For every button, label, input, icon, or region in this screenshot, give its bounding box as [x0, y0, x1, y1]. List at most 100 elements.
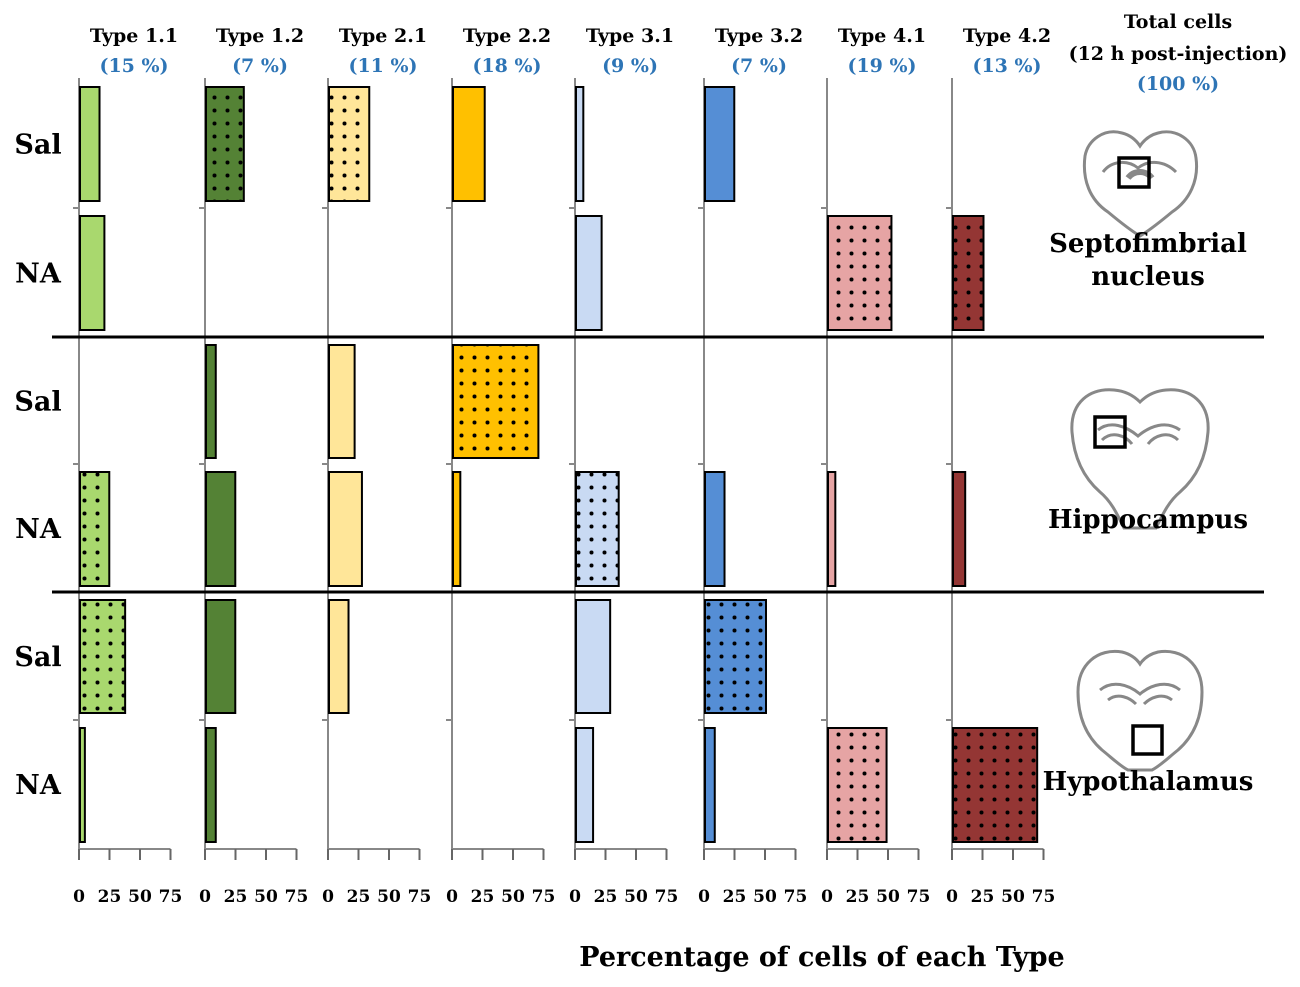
bar: [79, 215, 106, 331]
x-tick-label: 25: [347, 887, 371, 907]
x-tick-label: 75: [159, 887, 183, 907]
type-percent-3: (11 %): [348, 55, 417, 77]
row-label: NA: [15, 514, 62, 545]
bar: [79, 599, 127, 714]
x-tick-label: 25: [471, 887, 495, 907]
x-tick-label: 75: [784, 887, 808, 907]
bar: [328, 471, 363, 587]
x-tick-label: 0: [73, 887, 85, 907]
bar: [205, 599, 237, 714]
x-tick-label: 0: [569, 887, 581, 907]
total-cells-subtitle: (12 h post-injection): [1069, 43, 1288, 65]
bar: [827, 471, 837, 587]
x-tick-label: 0: [322, 887, 334, 907]
bar: [205, 344, 217, 459]
bar: [575, 599, 612, 714]
x-tick-label: 0: [199, 887, 211, 907]
row-label: Sal: [14, 130, 61, 161]
type-percent-8: (13 %): [972, 55, 1041, 77]
row-label: NA: [15, 259, 62, 290]
type-percent-7: (19 %): [847, 55, 916, 77]
x-tick-label: 0: [698, 887, 710, 907]
type-percent-5: (9 %): [602, 55, 658, 77]
bar: [328, 599, 350, 714]
type-title-2: Type 1.2: [216, 25, 304, 47]
bar: [79, 86, 101, 202]
type-title-1: Type 1.1: [90, 25, 178, 47]
region-label: Hypothalamus: [1043, 767, 1254, 797]
x-tick-label: 50: [753, 887, 777, 907]
bar: [452, 471, 462, 587]
bar: [205, 86, 245, 202]
x-tick-label: 50: [876, 887, 900, 907]
bar: [205, 471, 237, 587]
type-percent-2: (7 %): [232, 55, 288, 77]
type-title-7: Type 4.1: [838, 25, 926, 47]
x-tick-label: 50: [624, 887, 648, 907]
x-tick-label: 50: [128, 887, 152, 907]
bar: [79, 727, 86, 843]
x-tick-label: 25: [98, 887, 122, 907]
bar: [328, 344, 356, 459]
total-cells-percent: (100 %): [1137, 73, 1219, 95]
x-tick-label: 25: [224, 887, 248, 907]
x-tick-label: 25: [846, 887, 870, 907]
bars-layer: [79, 86, 1039, 843]
x-tick-label: 75: [285, 887, 309, 907]
text-layer: Type 1.1 (15 %) Type 1.2 (7 %) Type 2.1 (11 %…: [14, 11, 1287, 973]
bar: [827, 215, 893, 331]
brain-septofimbrial-icon: [1082, 130, 1199, 238]
bar: [575, 471, 620, 587]
bar: [704, 727, 716, 843]
bar: [952, 215, 985, 331]
row-label: NA: [15, 770, 62, 801]
bar: [704, 599, 767, 714]
bar: [452, 344, 540, 459]
x-tick-label: 25: [971, 887, 995, 907]
axes-layer: [52, 78, 1264, 860]
x-tick-label: 25: [594, 887, 618, 907]
region-label: nucleus: [1091, 262, 1205, 292]
bar: [952, 727, 1039, 843]
x-tick-label: 75: [408, 887, 432, 907]
bar: [575, 215, 603, 331]
x-tick-label: 50: [377, 887, 401, 907]
type-title-5: Type 3.1: [586, 25, 674, 47]
bar: [328, 86, 371, 202]
total-cells-title: Total cells: [1124, 11, 1232, 33]
row-label: Sal: [14, 387, 61, 418]
x-axis-title: Percentage of cells of each Type: [579, 942, 1064, 973]
x-tick-label: 50: [1001, 887, 1025, 907]
type-title-8: Type 4.2: [963, 25, 1051, 47]
bar: [575, 86, 585, 202]
brain-diagrams: [1070, 130, 1210, 772]
x-tick-label: 25: [723, 887, 747, 907]
x-tick-label: 75: [532, 887, 556, 907]
row-label: Sal: [14, 642, 61, 673]
x-tick-label: 75: [655, 887, 679, 907]
x-tick-label: 0: [946, 887, 958, 907]
bar: [704, 471, 726, 587]
x-tick-label: 0: [821, 887, 833, 907]
brain-hippocampus-icon: [1070, 388, 1210, 530]
bar: [205, 727, 217, 843]
x-tick-label: 50: [501, 887, 525, 907]
x-tick-label: 75: [907, 887, 931, 907]
bar: [952, 471, 967, 587]
bar: [704, 86, 736, 202]
x-tick-label: 50: [254, 887, 278, 907]
region-label: Hippocampus: [1048, 505, 1248, 535]
type-title-4: Type 2.2: [463, 25, 551, 47]
type-percent-6: (7 %): [731, 55, 787, 77]
x-tick-label: 75: [1032, 887, 1056, 907]
bar: [452, 86, 486, 202]
brain-hypothalamus-icon: [1076, 649, 1204, 772]
type-title-6: Type 3.2: [715, 25, 803, 47]
region-label: Septofimbrial: [1049, 229, 1247, 259]
bar: [575, 727, 595, 843]
type-percent-4: (18 %): [472, 55, 541, 77]
bar: [827, 727, 888, 843]
type-percent-1: (15 %): [99, 55, 168, 77]
bar: [79, 471, 111, 587]
